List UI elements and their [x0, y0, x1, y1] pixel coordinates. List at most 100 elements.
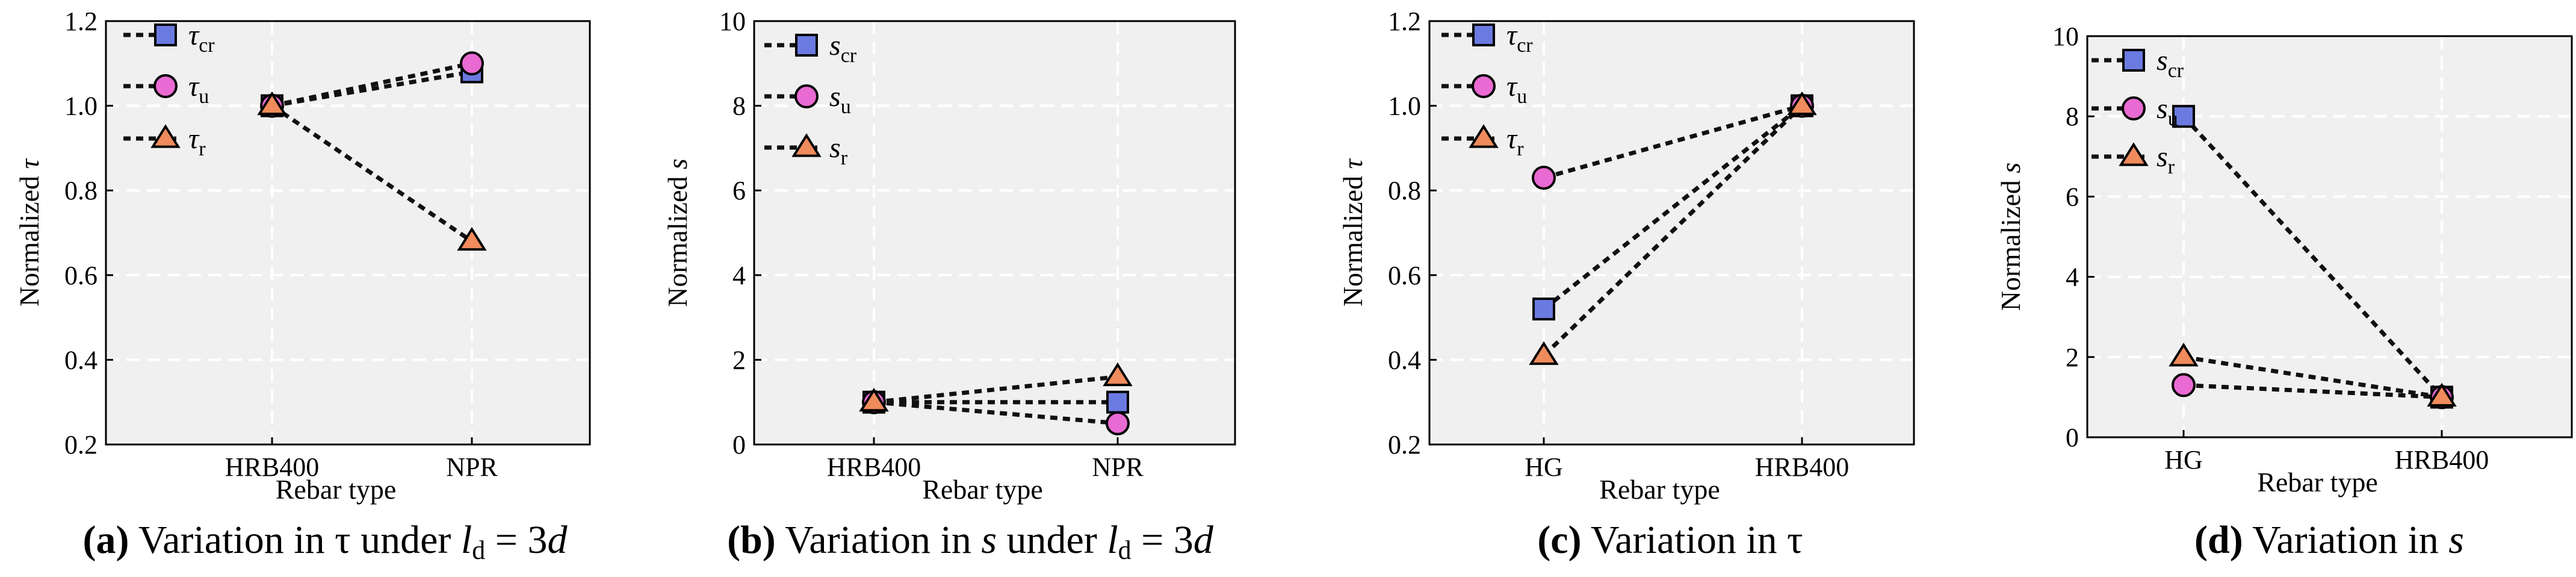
- legend-marker-triangle: [791, 133, 822, 157]
- series-line-r: [271, 104, 473, 243]
- y-axis-label: Normalized τ: [14, 158, 45, 307]
- data-point-cr: [1532, 298, 1555, 321]
- data-point-r: [1103, 362, 1133, 387]
- y-tick-label: 2: [2066, 343, 2079, 372]
- legend-marker-square: [1472, 23, 1495, 46]
- legend-subscript: u: [841, 96, 851, 118]
- x-axis-label: Rebar type: [922, 474, 1043, 505]
- legend-symbol: s: [2156, 141, 2168, 173]
- x-axis-label: Rebar type: [1599, 474, 1720, 505]
- chart-panel-c: 0.2 0.4 0.6 0.8 1.0 1.2 HG HRB400 Rebar type Norm…: [1337, 7, 1915, 505]
- x-tick-label: HRB400: [2395, 445, 2489, 475]
- legend-subscript: u: [2168, 108, 2178, 130]
- y-axis-label-symbol: s: [662, 158, 693, 169]
- series-line-cr: [1542, 104, 1804, 311]
- legend-symbol: τ: [1506, 123, 1518, 155]
- y-axis-label-text: Normalized: [662, 169, 693, 307]
- legend-symbol: τ: [188, 123, 200, 155]
- legend-symbol: τ: [188, 19, 200, 51]
- series-line-cr: [271, 69, 472, 108]
- x-axis-label: Rebar type: [2257, 467, 2378, 497]
- y-tick-label: 0.4: [64, 345, 98, 375]
- legend-symbol: τ: [1506, 70, 1518, 102]
- series-line-u: [873, 400, 1118, 426]
- series-line-r: [873, 375, 1118, 405]
- x-tick-label: HRB400: [1755, 452, 1849, 482]
- legend-marker-square: [795, 34, 818, 57]
- legend-label-u: su: [2156, 93, 2178, 130]
- x-tick-label: HG: [1525, 452, 1563, 482]
- legend-symbol: τ: [1506, 19, 1518, 51]
- data-point-u: [1532, 166, 1556, 190]
- data-point-u: [2172, 373, 2196, 398]
- legend-subscript: u: [199, 86, 209, 108]
- chart-panel-a: 0.2 0.4 0.6 0.8 1.0 1.2 HRB400 NPR Rebar type Nor…: [14, 7, 591, 505]
- series-line-u: [2183, 382, 2442, 399]
- series-line-cr: [2182, 114, 2444, 399]
- y-tick-label: 0.2: [1388, 430, 1421, 460]
- data-point-u: [1106, 411, 1130, 435]
- data-point-r: [457, 226, 487, 251]
- caption-space: [1582, 518, 1591, 562]
- plot-frame: [105, 20, 591, 446]
- y-axis-label: Normalized τ: [1337, 158, 1368, 307]
- y-tick-label: 0.8: [1388, 176, 1421, 205]
- y-tick-label: 0.8: [64, 176, 98, 205]
- legend-symbol: s: [829, 30, 841, 61]
- legend-subscript: r: [199, 138, 206, 160]
- y-axis-label-symbol: τ: [14, 158, 45, 169]
- caption-c: (c) Variation in τ: [1537, 518, 1803, 562]
- legend-subscript: r: [841, 147, 848, 169]
- caption-space: [2243, 518, 2252, 562]
- caption-l: l: [1107, 518, 1118, 562]
- legend-label-cr: τcr: [188, 19, 215, 57]
- data-point-r: [1787, 91, 1817, 116]
- y-tick-label: 0: [732, 430, 746, 460]
- plot-frame: [1428, 20, 1915, 446]
- y-tick-label: 10: [719, 7, 746, 36]
- series-line-u: [1543, 104, 1803, 180]
- y-tick-label: 1.0: [1388, 92, 1421, 121]
- caption-b: (b) Variation in s under ld = 3d: [727, 518, 1214, 565]
- y-tick-label: 0.2: [64, 430, 98, 460]
- caption-d: d: [1194, 518, 1214, 562]
- legend-label-r: sr: [2156, 141, 2175, 178]
- caption-text: Variation in: [2252, 518, 2448, 562]
- legend-subscript: r: [2168, 156, 2175, 178]
- y-tick-label: 0.6: [1388, 261, 1421, 290]
- data-point-r: [859, 387, 889, 412]
- legend-label-r: τr: [1506, 123, 1524, 160]
- x-axis-label: Rebar type: [276, 474, 397, 505]
- legend-label-cr: scr: [829, 30, 857, 67]
- caption-eq: = 3: [485, 518, 547, 562]
- caption-symbol: τ: [335, 518, 351, 562]
- legend-label-cr: τcr: [1506, 19, 1533, 57]
- x-tick-label: HG: [2164, 445, 2203, 475]
- caption-symbol: s: [2448, 518, 2464, 562]
- caption-label: (b): [727, 518, 776, 562]
- y-tick-label: 1.2: [1388, 7, 1421, 36]
- legend-marker-square: [154, 23, 177, 46]
- caption-d: (d) Variation in s: [2194, 518, 2464, 562]
- caption-text: Variation in: [785, 518, 981, 562]
- x-tick-label: HRB400: [225, 452, 319, 482]
- plot-frame: [2086, 35, 2573, 438]
- caption-d: d: [547, 518, 568, 562]
- y-tick-label: 1.0: [64, 92, 98, 121]
- legend-subscript: u: [1517, 86, 1527, 108]
- y-tick-label: 10: [2052, 22, 2079, 51]
- caption-symbol: s: [981, 518, 997, 562]
- data-point-cr: [1106, 390, 1129, 414]
- legend-marker-triangle: [2119, 142, 2149, 166]
- y-axis-label: Normalized s: [662, 158, 693, 307]
- series-line-u: [271, 61, 472, 108]
- legend-symbol: s: [2156, 45, 2168, 76]
- y-axis-label-symbol: s: [1995, 163, 2026, 173]
- y-axis-label-text: Normalized: [1995, 173, 2026, 311]
- legend-symbol: s: [2156, 93, 2168, 125]
- legend-symbol: τ: [188, 70, 200, 102]
- legend-subscript: r: [1517, 138, 1524, 160]
- data-point-r: [2427, 382, 2457, 407]
- legend-label-cr: scr: [2156, 45, 2184, 82]
